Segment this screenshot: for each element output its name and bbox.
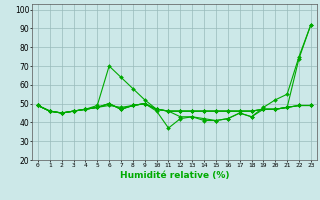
X-axis label: Humidité relative (%): Humidité relative (%) bbox=[120, 171, 229, 180]
